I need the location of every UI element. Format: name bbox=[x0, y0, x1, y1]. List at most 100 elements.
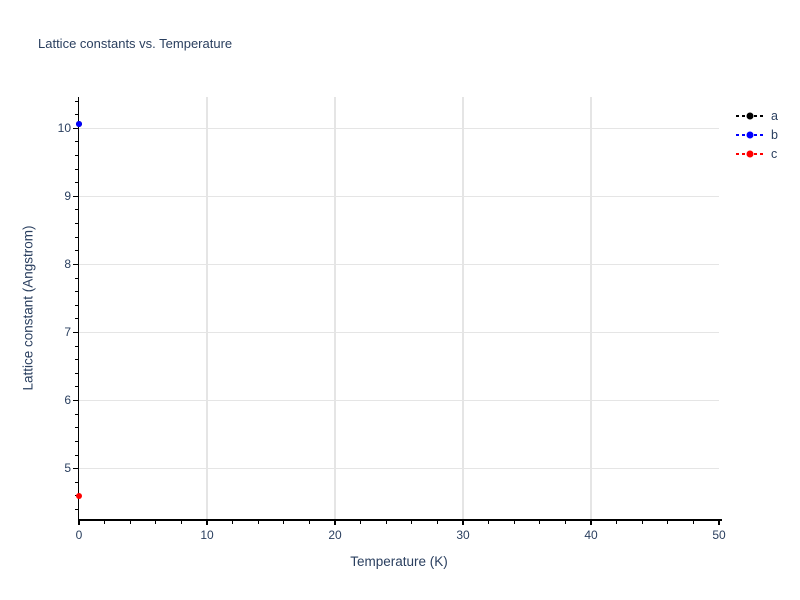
y-minor-tick bbox=[74, 454, 78, 456]
y-minor-tick bbox=[74, 277, 78, 279]
plot-area[interactable]: 0 10 20 30 40 50 5 6 7 8 9 10 bbox=[58, 97, 726, 542]
x-minor-tick bbox=[539, 520, 541, 524]
legend-label-a: a bbox=[771, 108, 778, 123]
y-minor-tick bbox=[74, 100, 78, 102]
x-minor-tick bbox=[692, 520, 694, 524]
x-minor-tick bbox=[488, 520, 490, 524]
x-tick-label: 0 bbox=[75, 528, 83, 542]
y-gridline bbox=[79, 263, 719, 266]
point-b bbox=[76, 121, 82, 128]
x-minor-tick bbox=[564, 520, 566, 524]
y-minor-tick bbox=[74, 182, 78, 184]
y-minor-tick bbox=[74, 250, 78, 252]
x-tick-label: 30 bbox=[456, 528, 470, 542]
y-minor-tick bbox=[74, 209, 78, 211]
y-minor-tick bbox=[74, 508, 78, 510]
y-minor-tick bbox=[74, 304, 78, 306]
x-tick-label: 20 bbox=[328, 528, 342, 542]
y-tick-label: 5 bbox=[64, 461, 71, 476]
legend-entry-a[interactable]: a bbox=[736, 106, 778, 125]
y-minor-tick bbox=[74, 318, 78, 320]
x-major-tick bbox=[334, 520, 336, 525]
legend-label-b: b bbox=[771, 127, 778, 142]
legend-entry-b[interactable]: b bbox=[736, 125, 778, 144]
y-minor-tick bbox=[74, 155, 78, 157]
x-major-tick bbox=[718, 520, 720, 525]
x-minor-tick bbox=[180, 520, 182, 524]
x-minor-tick bbox=[283, 520, 285, 524]
y-minor-tick bbox=[74, 223, 78, 225]
y-tick-label: 6 bbox=[64, 393, 71, 408]
y-minor-tick bbox=[74, 440, 78, 442]
y-minor-tick bbox=[74, 427, 78, 429]
x-minor-tick bbox=[104, 520, 106, 524]
y-gridline bbox=[79, 195, 719, 198]
x-axis-title: Temperature (K) bbox=[350, 554, 448, 569]
x-major-tick bbox=[590, 520, 592, 525]
x-minor-tick bbox=[155, 520, 157, 524]
x-gridline bbox=[590, 97, 592, 519]
x-minor-tick bbox=[436, 520, 438, 524]
y-minor-tick bbox=[74, 386, 78, 388]
y-major-tick bbox=[73, 467, 78, 470]
legend-line-c bbox=[736, 150, 764, 157]
y-major-tick bbox=[73, 127, 78, 130]
legend-marker-c bbox=[746, 150, 754, 157]
y-minor-tick bbox=[74, 236, 78, 238]
x-minor-tick bbox=[360, 520, 362, 524]
x-tick-label: 50 bbox=[712, 528, 726, 542]
y-minor-tick bbox=[74, 291, 78, 293]
x-minor-tick bbox=[308, 520, 310, 524]
legend-entry-c[interactable]: c bbox=[736, 144, 778, 163]
y-major-tick bbox=[73, 399, 78, 402]
legend-marker-a bbox=[746, 112, 754, 119]
y-major-tick bbox=[73, 195, 78, 198]
point-c bbox=[76, 492, 82, 499]
y-tick-label: 7 bbox=[64, 325, 71, 339]
y-gridline bbox=[79, 399, 719, 402]
y-major-tick bbox=[73, 331, 78, 334]
y-minor-tick bbox=[74, 141, 78, 143]
legend-line-a bbox=[736, 112, 764, 119]
chart-title: Lattice constants vs. Temperature bbox=[38, 36, 233, 51]
x-tick-label: 10 bbox=[200, 528, 214, 542]
y-gridline bbox=[79, 331, 719, 334]
y-minor-tick bbox=[74, 114, 78, 116]
x-gridline bbox=[462, 97, 464, 519]
y-tick-label: 10 bbox=[57, 120, 71, 135]
x-minor-tick bbox=[616, 520, 618, 524]
y-minor-tick bbox=[74, 359, 78, 361]
x-tick-label: 40 bbox=[584, 528, 598, 542]
x-minor-tick bbox=[385, 520, 387, 524]
x-major-tick bbox=[78, 520, 80, 525]
x-minor-tick bbox=[257, 520, 259, 524]
legend-line-b bbox=[736, 131, 764, 138]
y-minor-tick bbox=[74, 168, 78, 170]
x-gridline bbox=[334, 97, 336, 519]
y-major-tick bbox=[73, 263, 78, 266]
x-axis-line bbox=[77, 519, 722, 521]
y-gridline bbox=[79, 467, 719, 470]
legend-marker-b bbox=[746, 131, 754, 138]
x-gridline bbox=[206, 97, 208, 519]
x-minor-tick bbox=[411, 520, 413, 524]
y-tick-label: 9 bbox=[64, 188, 71, 203]
x-minor-tick bbox=[129, 520, 131, 524]
y-minor-tick bbox=[74, 372, 78, 374]
x-major-tick bbox=[462, 520, 464, 525]
x-minor-tick bbox=[513, 520, 515, 524]
x-minor-tick bbox=[232, 520, 234, 524]
y-minor-tick bbox=[74, 345, 78, 347]
x-minor-tick bbox=[641, 520, 643, 524]
x-minor-tick bbox=[667, 520, 669, 524]
y-minor-tick bbox=[74, 481, 78, 483]
x-major-tick bbox=[206, 520, 208, 525]
y-axis-line bbox=[77, 97, 79, 521]
y-minor-tick bbox=[74, 413, 78, 415]
y-tick-label: 8 bbox=[64, 256, 71, 271]
y-axis-title: Lattice constant (Angstrom) bbox=[20, 225, 36, 391]
y-gridline bbox=[79, 127, 719, 130]
legend-label-c: c bbox=[771, 146, 778, 161]
